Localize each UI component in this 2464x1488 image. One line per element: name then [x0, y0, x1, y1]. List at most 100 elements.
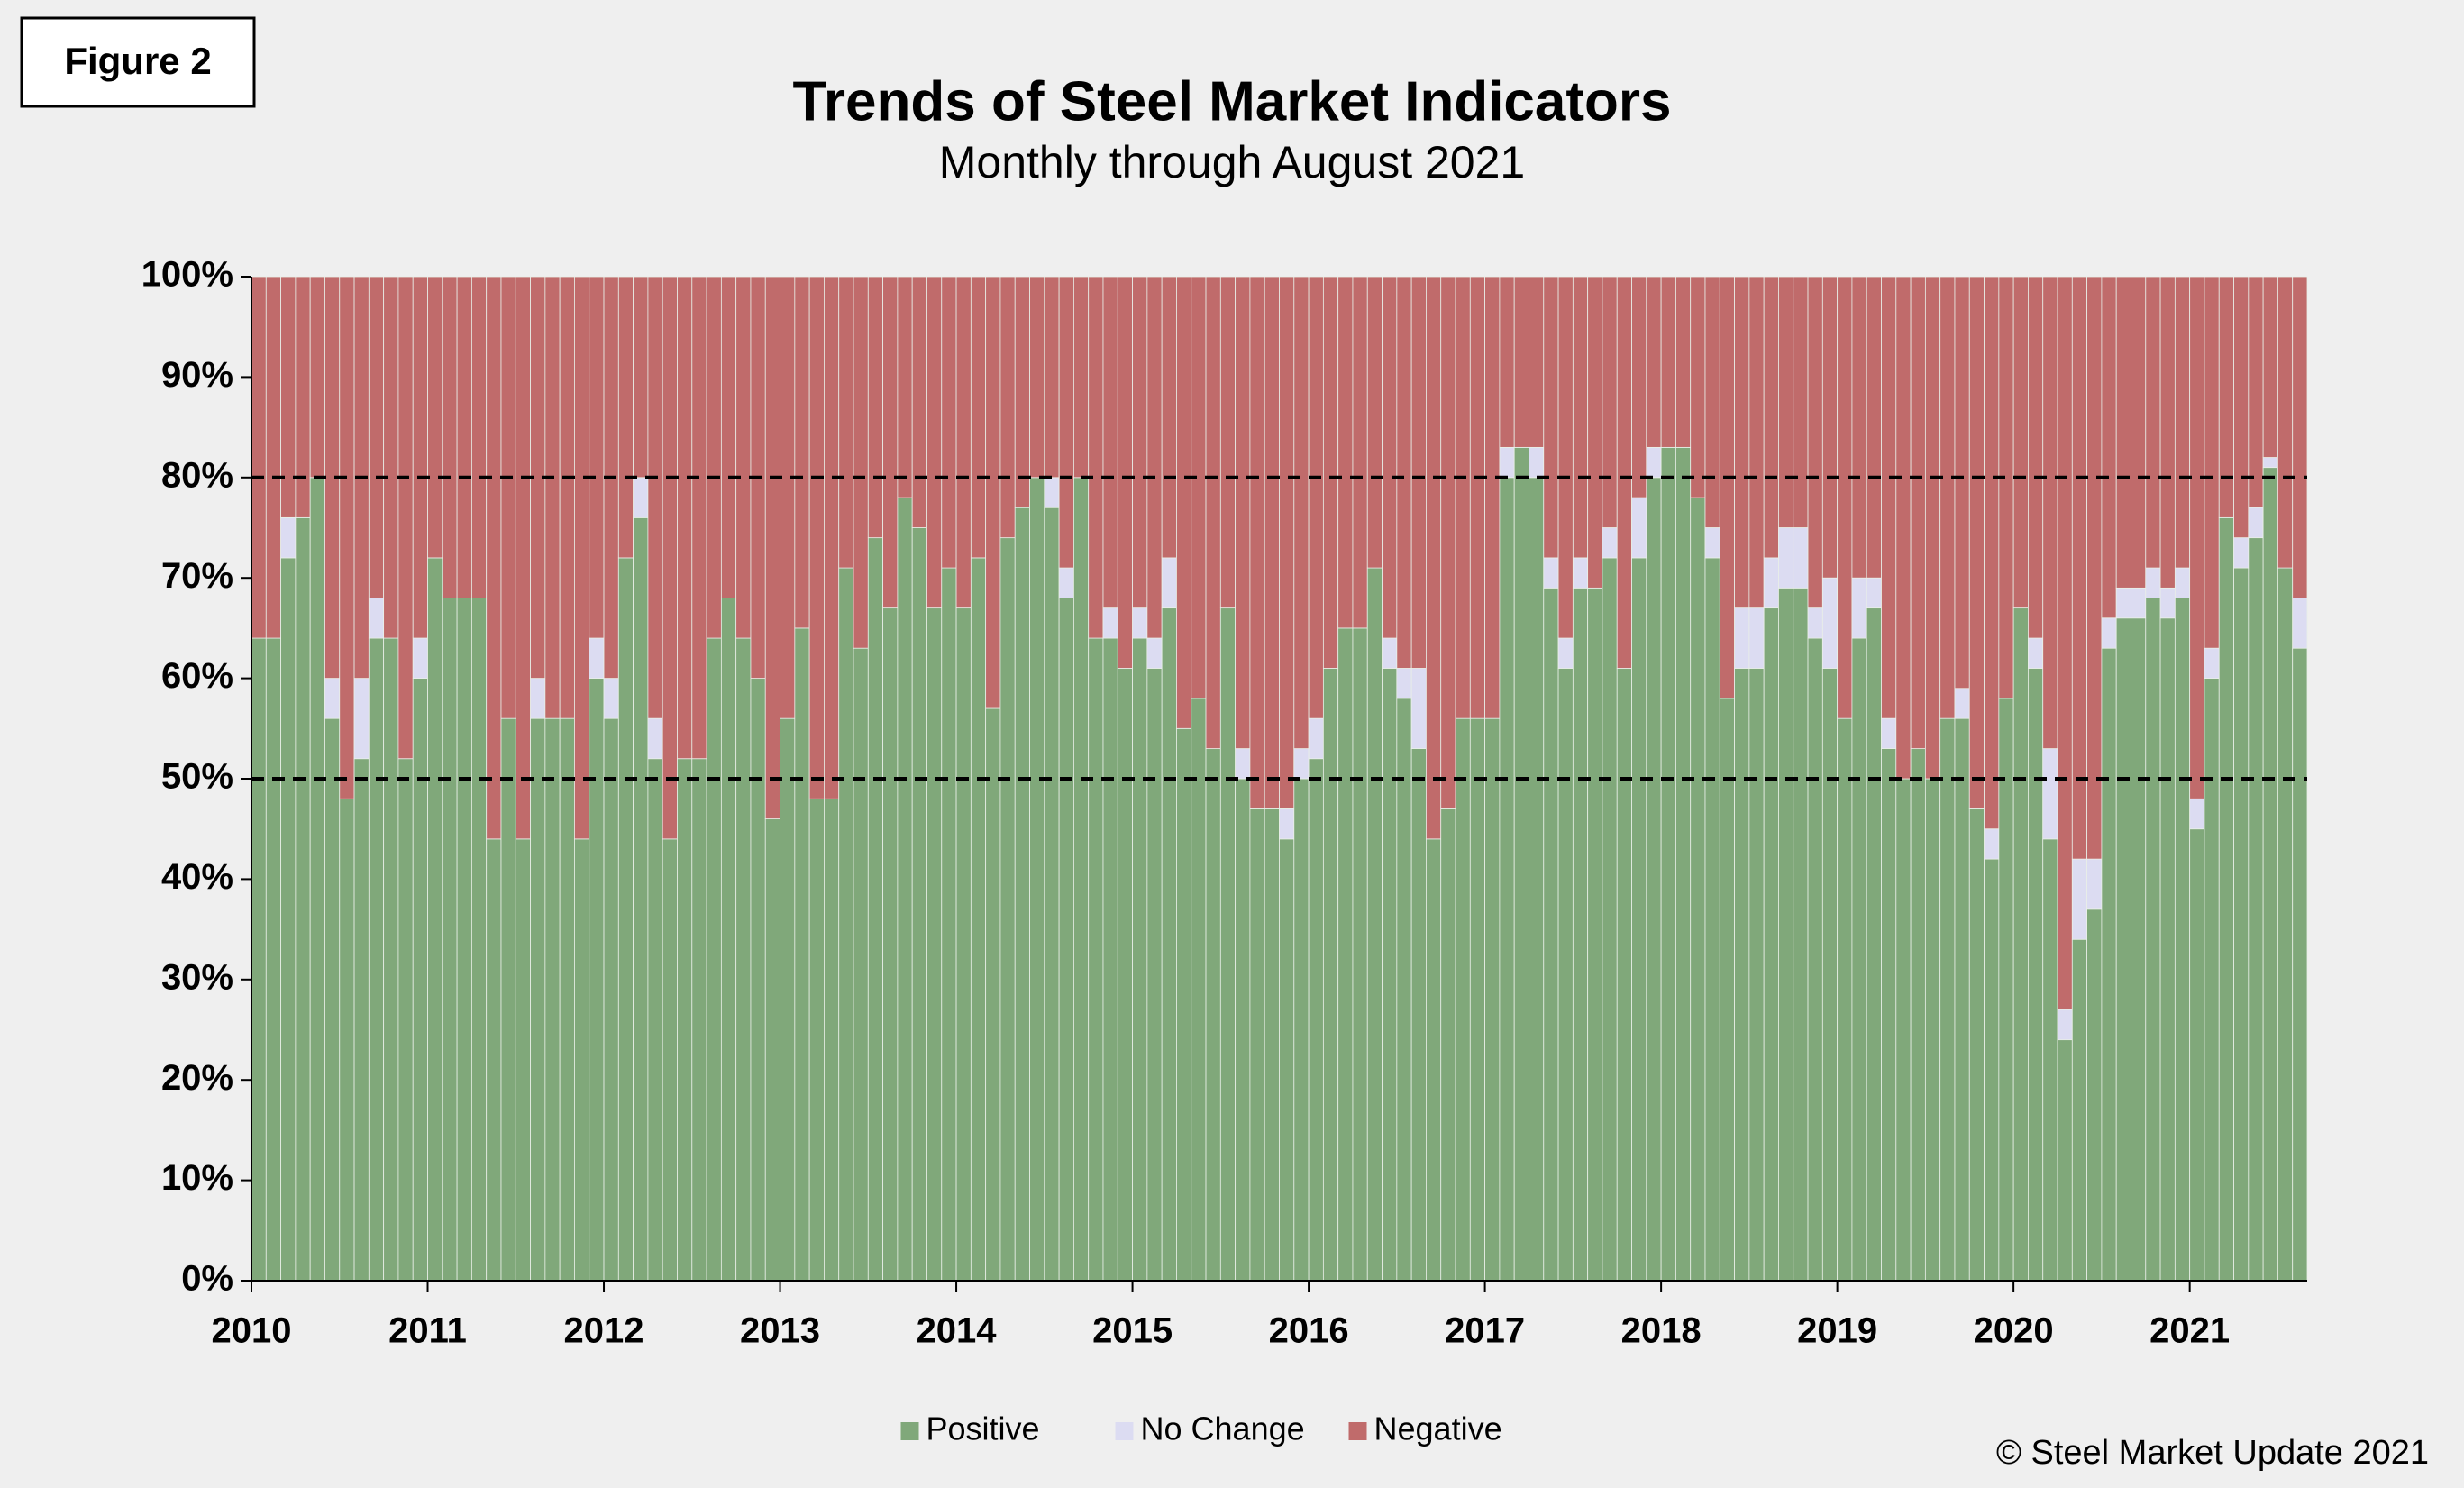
bar-segment [1793, 527, 1809, 589]
bar-segment [1939, 717, 1956, 1282]
bar-segment [955, 276, 972, 609]
bar-segment [1924, 276, 1941, 780]
y-tick-label: 0% [181, 1259, 233, 1299]
bar-segment [544, 276, 561, 719]
bar-segment [1322, 668, 1339, 1282]
bar-segment [486, 276, 502, 840]
bar-segment [2028, 668, 2044, 1282]
bar-segment [1205, 748, 1221, 1282]
bar-segment [544, 717, 561, 1282]
bar-segment [603, 717, 619, 1282]
bar-segment [2115, 617, 2131, 1282]
bar-segment [867, 537, 883, 1282]
bar-segment [780, 717, 796, 1282]
bar-segment [677, 276, 693, 760]
bar-segment [309, 477, 325, 1282]
bar-segment [1631, 497, 1647, 559]
bar-segment [662, 276, 678, 840]
bar-segment [1719, 276, 1735, 699]
bar-segment [2248, 537, 2264, 1282]
bar-segment [1235, 276, 1251, 749]
bar-segment [1455, 276, 1471, 719]
bar-segment [853, 647, 869, 1282]
bar-segment [1219, 276, 1237, 609]
bar-segment [309, 276, 325, 479]
bar-segment [1954, 717, 1970, 1282]
x-tick-label: 2019 [1797, 1311, 1877, 1351]
bar-segment [1058, 598, 1074, 1282]
bar-segment [1984, 858, 2000, 1282]
bar-segment [2057, 276, 2073, 1010]
bar-segment [2189, 828, 2205, 1282]
bar-segment [633, 276, 649, 479]
bar-segment [824, 798, 840, 1282]
bar-segment [941, 567, 957, 1282]
bar-segment [1337, 627, 1354, 1282]
bar-segment [2028, 276, 2044, 639]
bar-segment [515, 838, 531, 1282]
bar-segment [780, 276, 796, 719]
bar-segment [1602, 276, 1618, 528]
bar-segment [1763, 557, 1779, 609]
bar-segment [926, 276, 943, 609]
bar-segment [1308, 717, 1324, 760]
bar-segment [1426, 276, 1442, 840]
bar-segment [603, 678, 619, 719]
bar-segment [1293, 778, 1310, 1282]
bar-segment [647, 276, 663, 719]
bar-segment [1778, 276, 1794, 528]
bar-segment [897, 276, 913, 498]
bar-segment [2292, 598, 2308, 649]
bar-segment [1366, 276, 1383, 569]
bar-segment [559, 717, 575, 1282]
bar-segment [911, 527, 927, 1282]
bar-segment [1675, 276, 1692, 448]
bar-segment [824, 276, 840, 799]
x-tick-label: 2011 [388, 1311, 467, 1351]
x-tick-label: 2016 [1269, 1311, 1349, 1351]
bar-segment [2012, 607, 2029, 1282]
bar-segment [647, 758, 663, 1282]
bar-segment [794, 627, 810, 1282]
bar-segment [1484, 276, 1501, 719]
bar-segment [368, 598, 385, 639]
bar-segment [1572, 587, 1589, 1282]
bar-segment [1132, 607, 1148, 639]
bar-segment [1469, 276, 1485, 719]
bar-segment [1396, 668, 1412, 699]
bar-segment [1176, 727, 1192, 1282]
bar-segment [1117, 668, 1133, 1282]
bar-segment [1557, 668, 1574, 1282]
bar-segment [2262, 457, 2278, 469]
bar-segment [1998, 698, 2014, 1282]
bar-segment [1249, 808, 1265, 1282]
bar-segment [1529, 446, 1545, 479]
bar-segment [838, 567, 854, 1282]
bar-segment [2131, 276, 2147, 589]
bar-segment [1690, 276, 1706, 498]
bar-segment [1161, 557, 1177, 609]
bar-segment [1440, 808, 1456, 1282]
bar-segment [1058, 567, 1074, 598]
bar-segment [2174, 567, 2191, 598]
bar-segment [2189, 276, 2205, 799]
bar-segment [1660, 276, 1676, 448]
bar-segment [589, 678, 605, 1282]
bar-segment [470, 598, 488, 1282]
bar-segment [2204, 647, 2220, 679]
figure-label: Figure 2 [64, 40, 211, 82]
bar-segment [1352, 276, 1368, 629]
bar-segment [2248, 507, 2264, 539]
bar-segment [2262, 467, 2278, 1282]
bar-segment [368, 276, 385, 598]
bar-segment [1455, 717, 1471, 1282]
bar-segment [2174, 276, 2191, 569]
bar-segment [1410, 276, 1427, 669]
bar-segment [764, 276, 780, 819]
bar-segment [1161, 276, 1177, 559]
bar-segment [1308, 758, 1324, 1282]
bar-segment [383, 276, 399, 639]
bar-segment [1851, 276, 1867, 579]
bar-segment [1807, 607, 1823, 639]
bar-segment [353, 758, 370, 1282]
